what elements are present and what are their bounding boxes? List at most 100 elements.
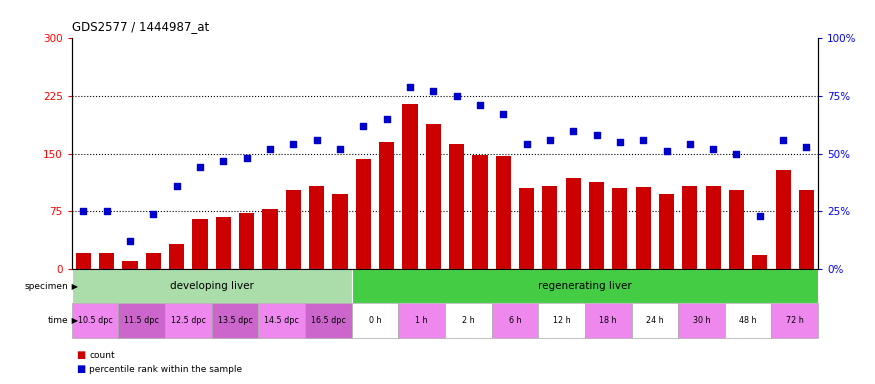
Bar bbox=[492, 303, 538, 338]
Point bbox=[216, 157, 230, 164]
Text: 16.5 dpc: 16.5 dpc bbox=[311, 316, 346, 325]
Text: GDS2577 / 1444987_at: GDS2577 / 1444987_at bbox=[72, 20, 209, 33]
Bar bbox=[752, 255, 767, 269]
Bar bbox=[379, 142, 395, 269]
Point bbox=[450, 93, 464, 99]
Bar bbox=[239, 213, 255, 269]
Bar bbox=[632, 303, 678, 338]
Bar bbox=[99, 253, 115, 269]
Text: time: time bbox=[47, 316, 68, 325]
Bar bbox=[118, 303, 165, 338]
Bar bbox=[72, 303, 118, 338]
Text: ■: ■ bbox=[76, 350, 86, 360]
Bar bbox=[146, 253, 161, 269]
Bar bbox=[542, 186, 557, 269]
Bar bbox=[192, 219, 207, 269]
Text: 18 h: 18 h bbox=[599, 316, 617, 325]
Bar bbox=[216, 217, 231, 269]
Point bbox=[193, 164, 207, 170]
Bar bbox=[635, 187, 651, 269]
Text: ■: ■ bbox=[76, 364, 86, 374]
Bar bbox=[449, 144, 464, 269]
Text: 2 h: 2 h bbox=[462, 316, 474, 325]
Point bbox=[310, 137, 324, 143]
Bar bbox=[799, 190, 814, 269]
Text: 0 h: 0 h bbox=[368, 316, 382, 325]
Bar bbox=[332, 194, 347, 269]
Point bbox=[660, 148, 674, 154]
Bar bbox=[473, 155, 487, 269]
Bar bbox=[212, 303, 258, 338]
Text: 24 h: 24 h bbox=[646, 316, 663, 325]
Point bbox=[473, 102, 487, 108]
Point bbox=[263, 146, 277, 152]
Bar bbox=[402, 104, 417, 269]
Point bbox=[76, 208, 90, 214]
Bar bbox=[678, 303, 724, 338]
Text: 1 h: 1 h bbox=[416, 316, 428, 325]
Point bbox=[170, 183, 184, 189]
Bar bbox=[659, 194, 674, 269]
Point bbox=[496, 111, 510, 118]
Text: ▶: ▶ bbox=[69, 281, 78, 291]
Text: count: count bbox=[89, 351, 115, 360]
Point bbox=[286, 141, 300, 147]
Bar bbox=[426, 124, 441, 269]
Point bbox=[636, 137, 650, 143]
Bar bbox=[352, 303, 398, 338]
Bar bbox=[612, 188, 627, 269]
Point bbox=[800, 144, 814, 150]
Text: regenerating liver: regenerating liver bbox=[538, 281, 632, 291]
Bar bbox=[398, 303, 445, 338]
Bar bbox=[352, 269, 818, 303]
Bar bbox=[169, 244, 185, 269]
Point bbox=[123, 238, 137, 244]
Point bbox=[333, 146, 347, 152]
Point bbox=[240, 155, 254, 161]
Text: 11.5 dpc: 11.5 dpc bbox=[124, 316, 159, 325]
Point bbox=[356, 123, 370, 129]
Point bbox=[100, 208, 114, 214]
Bar bbox=[565, 178, 581, 269]
Bar bbox=[724, 303, 772, 338]
Text: 48 h: 48 h bbox=[739, 316, 757, 325]
Bar bbox=[705, 186, 721, 269]
Point bbox=[566, 127, 580, 134]
Text: 12 h: 12 h bbox=[553, 316, 570, 325]
Point bbox=[380, 116, 394, 122]
Bar bbox=[519, 188, 534, 269]
Bar bbox=[495, 156, 511, 269]
Point bbox=[612, 139, 626, 145]
Point bbox=[426, 88, 440, 94]
Point bbox=[403, 84, 417, 90]
Bar bbox=[445, 303, 492, 338]
Bar bbox=[258, 303, 305, 338]
Point bbox=[776, 137, 790, 143]
Bar bbox=[262, 209, 277, 269]
Bar bbox=[589, 182, 604, 269]
Bar bbox=[286, 190, 301, 269]
Bar bbox=[356, 159, 371, 269]
Bar bbox=[123, 261, 137, 269]
Text: 6 h: 6 h bbox=[508, 316, 522, 325]
Bar bbox=[165, 303, 212, 338]
Text: 14.5 dpc: 14.5 dpc bbox=[264, 316, 299, 325]
Bar bbox=[775, 170, 791, 269]
Text: 10.5 dpc: 10.5 dpc bbox=[78, 316, 113, 325]
Bar bbox=[729, 190, 744, 269]
Point bbox=[730, 151, 744, 157]
Point bbox=[706, 146, 720, 152]
Bar bbox=[584, 303, 632, 338]
Bar bbox=[772, 303, 818, 338]
Text: specimen: specimen bbox=[24, 281, 68, 291]
Text: 72 h: 72 h bbox=[786, 316, 803, 325]
Point bbox=[520, 141, 534, 147]
Point bbox=[590, 132, 604, 138]
Point bbox=[146, 210, 160, 217]
Text: 13.5 dpc: 13.5 dpc bbox=[218, 316, 253, 325]
Bar bbox=[305, 303, 352, 338]
Bar bbox=[538, 303, 584, 338]
Bar bbox=[76, 253, 91, 269]
Text: developing liver: developing liver bbox=[170, 281, 254, 291]
Point bbox=[682, 141, 696, 147]
